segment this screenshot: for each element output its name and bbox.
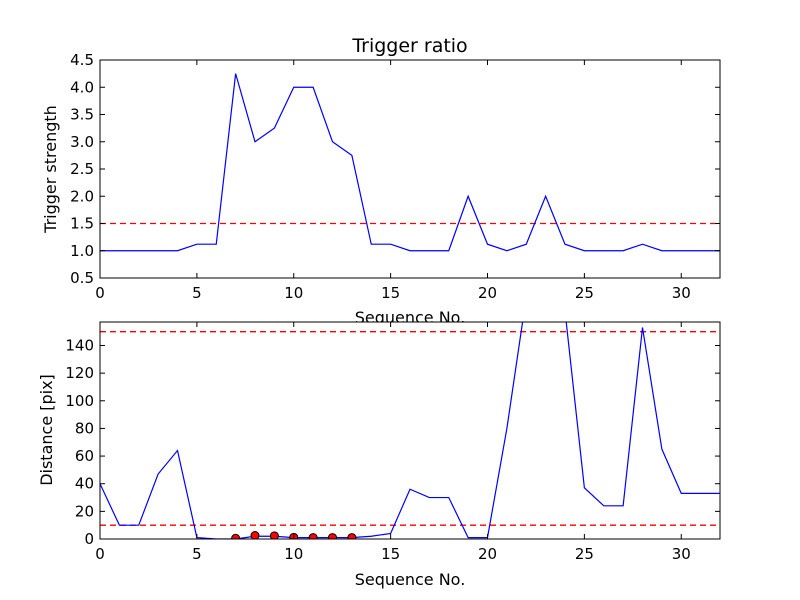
bottom-x-tick-label: 10: [284, 545, 303, 563]
top-y-axis-label: Trigger strength: [41, 105, 60, 234]
top-x-tick-label: 10: [284, 284, 303, 302]
bottom-plot-frame: [99, 321, 721, 540]
bottom-markers: [231, 531, 357, 539]
top-x-tick-label: 20: [478, 284, 497, 302]
top-series-line: [100, 73, 720, 252]
bottom-data-marker: [328, 533, 337, 539]
bottom-y-tick-label: 140: [65, 336, 94, 354]
bottom-y-tick-label: 100: [65, 392, 94, 410]
bottom-plot-area: [100, 322, 720, 539]
top-y-tick-label: 3.0: [70, 133, 94, 151]
top-chart-title: Trigger ratio: [351, 35, 467, 57]
top-y-tick-label: 3.5: [70, 106, 94, 124]
bottom-y-tick-label: 60: [75, 447, 94, 465]
bottom-data-marker: [347, 533, 357, 539]
top-y-tick-label: 4.5: [70, 51, 94, 69]
bottom-y-tick-label: 120: [65, 364, 94, 382]
top-x-tick-label: 25: [575, 284, 594, 302]
bottom-data-line: [100, 322, 720, 539]
top-y-tick-label: 1.0: [70, 242, 94, 260]
top-y-tick-label: 1.5: [70, 215, 94, 233]
top-y-tick-label: 2.0: [70, 187, 94, 205]
bottom-data-marker: [308, 533, 318, 539]
bottom-x-tick-label: 15: [381, 545, 400, 563]
bottom-panel: Distance [pix] Sequence No. 0 5 10 15 20 25 30…: [37, 321, 721, 589]
bottom-y-axis-label: Distance [pix]: [37, 374, 56, 486]
bottom-threshold-lines: [100, 331, 720, 526]
top-y-tick-label: 2.5: [70, 160, 94, 178]
bottom-x-tick-label: 30: [672, 545, 691, 563]
bottom-data-marker: [231, 533, 241, 539]
top-y-tick-label: 4.0: [70, 78, 94, 96]
bottom-x-tick-label: 5: [192, 545, 202, 563]
bottom-y-tick-label: 80: [75, 419, 94, 437]
top-plot-frame: [99, 59, 721, 279]
bottom-series-line: [100, 322, 720, 539]
bottom-data-marker: [269, 531, 279, 539]
top-x-tick-label: 5: [192, 284, 202, 302]
top-x-tick-label: 30: [672, 284, 691, 302]
top-plot-area: [100, 60, 720, 278]
bottom-axis-ticks: 0 5 10 15 20 25 30 0 20 40 60 80 100 120 140: [65, 322, 720, 563]
bottom-x-tick-label: 0: [95, 545, 105, 563]
top-axis-ticks: 0 5 10 15 20 25 30 0.5 1.0 1.5 2.0 2.5 3.0 3.5 4.0 4.5: [70, 51, 720, 302]
bottom-x-tick-label: 25: [575, 545, 594, 563]
top-data-line: [100, 73, 720, 252]
top-x-tick-label: 0: [95, 284, 105, 302]
bottom-y-tick-label: 40: [75, 475, 94, 493]
bottom-x-axis-label: Sequence No.: [355, 570, 466, 589]
bottom-data-marker: [250, 531, 260, 539]
bottom-y-tick-label: 20: [75, 502, 94, 520]
bottom-x-tick-label: 20: [478, 545, 497, 563]
top-panel: Trigger ratio Trigger strength Sequence …: [41, 35, 721, 327]
bottom-y-tick-label: 0: [84, 530, 94, 548]
top-x-tick-label: 15: [381, 284, 400, 302]
top-y-tick-label: 0.5: [70, 269, 94, 287]
